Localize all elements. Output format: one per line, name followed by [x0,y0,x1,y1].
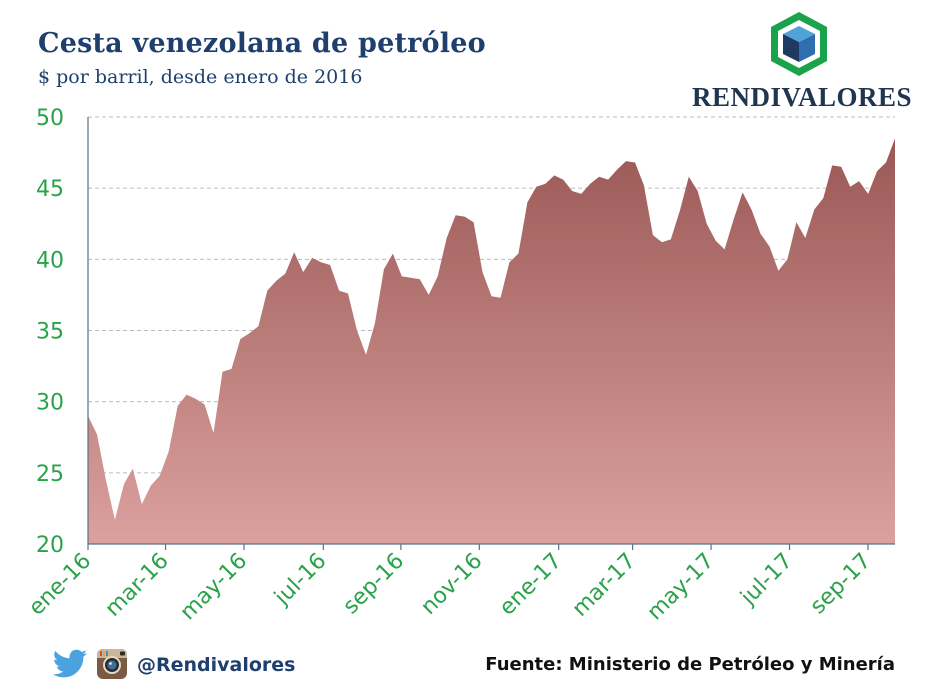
y-tick-label: 40 [36,248,64,273]
x-tick-label: mar-16 [101,549,174,622]
x-tick-label: sep-17 [806,549,877,620]
y-tick-label: 45 [36,177,64,202]
social-handle[interactable]: @Rendivalores [137,654,296,676]
price-area-series [88,138,895,544]
y-tick-label: 30 [36,391,64,416]
y-tick-label: 25 [36,462,64,487]
x-tick-label: may-17 [643,549,720,626]
twitter-icon[interactable] [52,648,88,680]
x-tick-label: jul-16 [269,549,331,611]
y-tick-label: 50 [36,106,64,131]
x-tick-label: may-16 [176,549,253,626]
y-tick-label: 35 [36,320,64,345]
x-tick-label: nov-16 [416,549,487,620]
x-tick-label: sep-16 [338,549,409,620]
source-note: Fuente: Ministerio de Petróleo y Minería [485,654,895,675]
x-tick-label: ene-17 [495,549,567,621]
x-tick-label: mar-17 [568,549,641,622]
x-tick-label: jul-17 [735,549,797,611]
instagram-icon[interactable] [96,648,128,680]
x-tick-label: ene-16 [24,549,96,621]
y-tick-label: 20 [36,533,64,558]
